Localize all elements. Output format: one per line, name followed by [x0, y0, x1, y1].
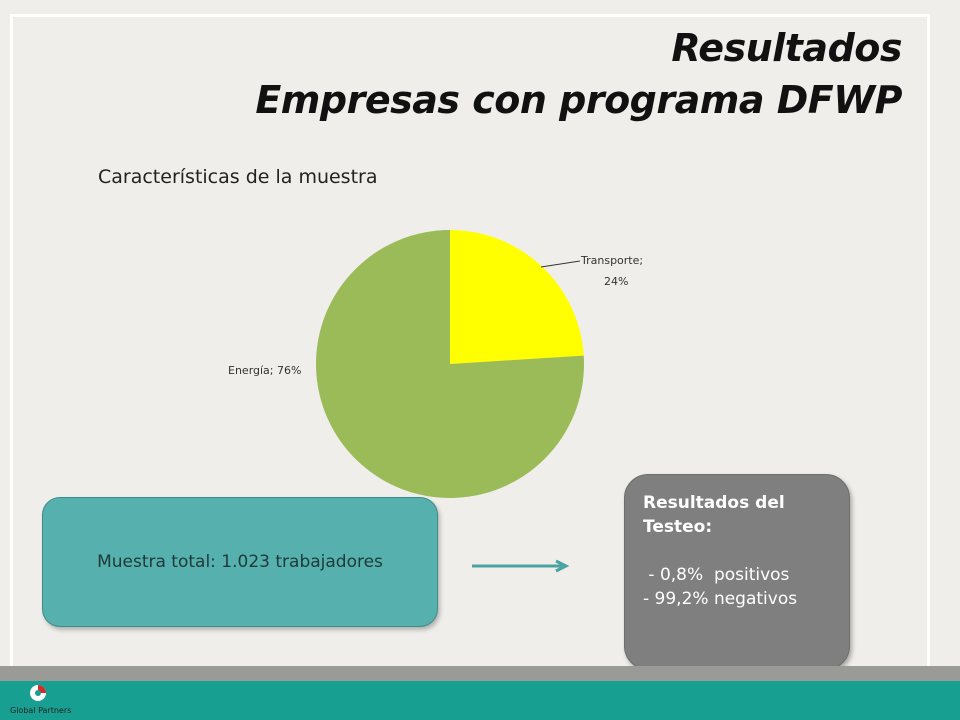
- slide-title: Resultados Empresas con programa DFWP: [255, 22, 902, 126]
- sample-total-box: Muestra total: 1.023 trabajadores: [42, 497, 438, 627]
- results-spacer: [643, 539, 831, 563]
- footer-gray-band: [0, 666, 960, 681]
- logo-text: Global Partners: [10, 706, 72, 715]
- results-negative: - 99,2% negativos: [643, 589, 798, 609]
- results-heading: Resultados del Testeo:: [643, 493, 785, 537]
- results-positive: - 0,8% positivos: [643, 565, 790, 585]
- pie-slice-transporte: [450, 230, 584, 364]
- test-results-box: Resultados del Testeo: - 0,8% positivos …: [624, 474, 850, 670]
- sample-total-text: Muestra total: 1.023 trabajadores: [97, 552, 383, 572]
- title-line-2: Empresas con programa DFWP: [255, 78, 902, 122]
- label-transporte-name: Transporte;: [580, 254, 643, 267]
- label-energia: Energía; 76%: [228, 364, 301, 377]
- global-partners-logo-icon: [30, 685, 46, 701]
- slide-subtitle: Características de la muestra: [98, 166, 378, 188]
- slide-frame: [10, 14, 930, 666]
- title-line-1: Resultados: [671, 26, 902, 70]
- label-transporte-value: 24%: [604, 275, 628, 288]
- arrow-icon: [472, 559, 570, 573]
- transporte-leader-line: [540, 260, 581, 268]
- pie-slice-energa: [315, 230, 585, 498]
- footer-teal-band: [0, 681, 960, 720]
